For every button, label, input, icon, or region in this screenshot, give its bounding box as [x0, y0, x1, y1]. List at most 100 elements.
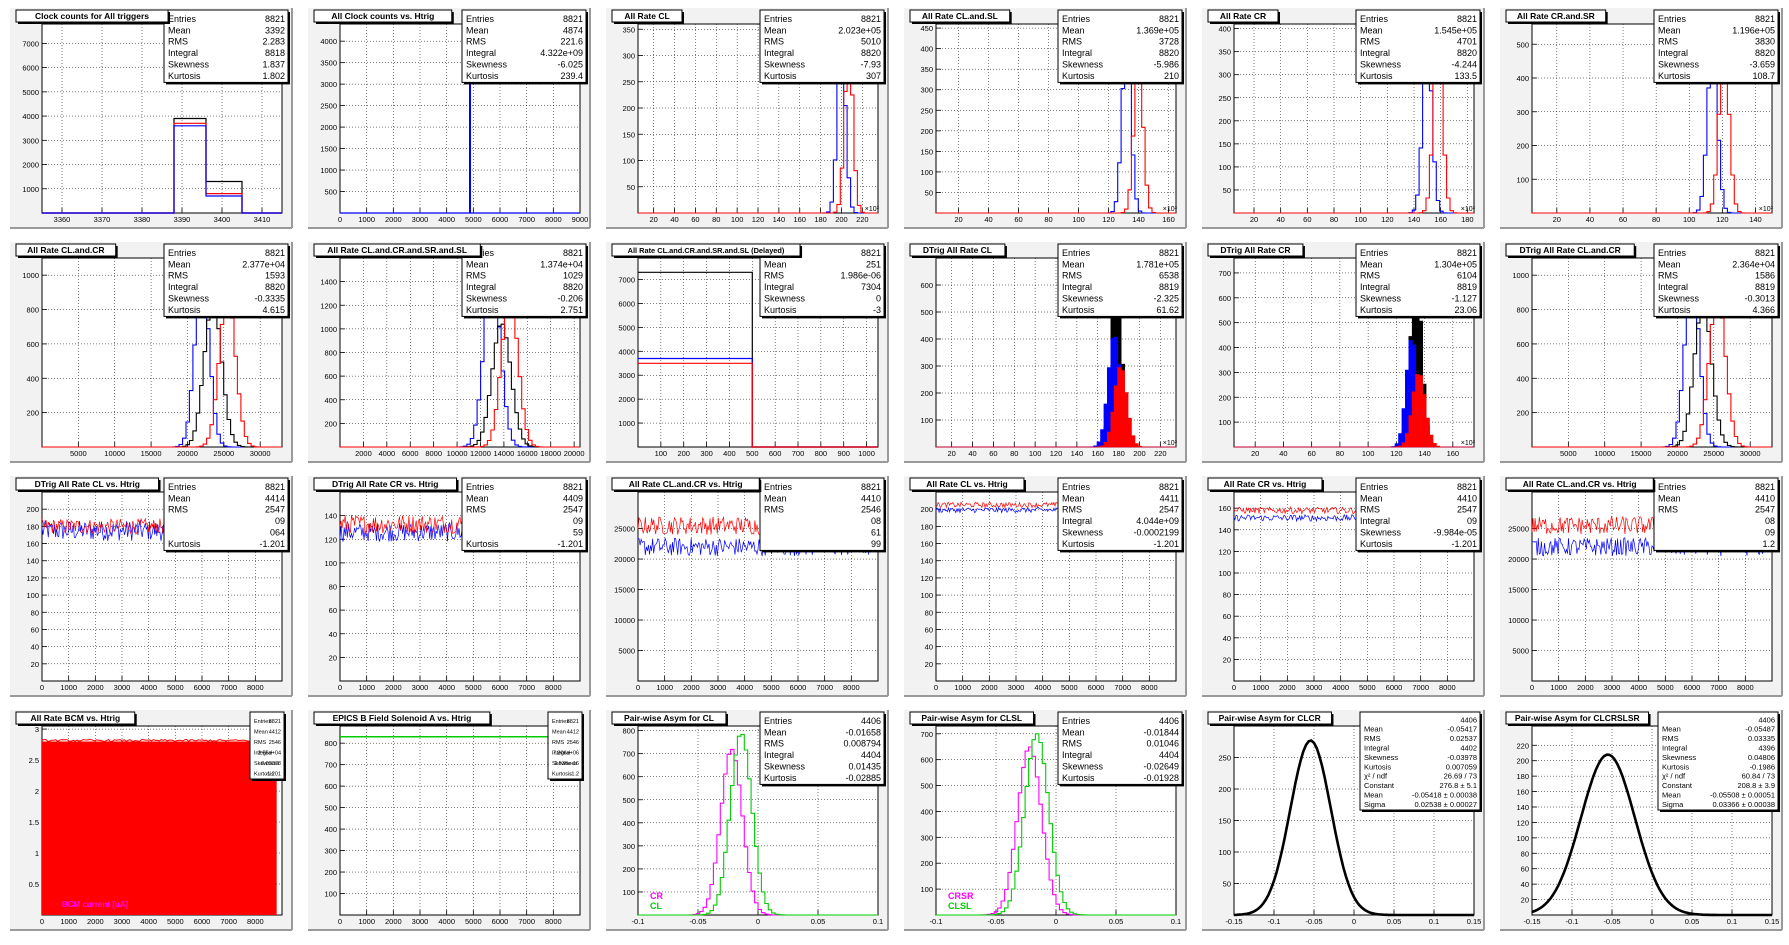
stats-label: Skewness	[764, 761, 806, 771]
stats-value: 4404	[861, 750, 881, 760]
y-tick-label: 2000	[320, 123, 337, 132]
y-tick-label: 400	[324, 825, 337, 834]
stats-label: Entries	[466, 14, 495, 24]
y-tick-label: 1000	[22, 185, 39, 194]
x-tick-label: 60	[989, 449, 997, 458]
y-tick-label: 600	[1218, 294, 1231, 303]
stats-value: 8821	[563, 248, 583, 258]
y-tick-label: 2	[35, 787, 39, 796]
stats-value: 99	[871, 539, 881, 549]
x-tick-label: 400	[723, 449, 736, 458]
stats-label: Constant	[1662, 781, 1693, 790]
stats-label: Integral	[1658, 48, 1688, 58]
x-tick-label: 2000	[385, 683, 402, 692]
x-tick-label: 0	[636, 683, 640, 692]
x-tick-label: 10000	[104, 449, 125, 458]
plot-pad: 20 40 60 80 100 120 140 160 180 200 220 50 100 150 200…	[606, 8, 889, 229]
stats-label: Entries	[1360, 248, 1389, 258]
y-tick-label: 100	[324, 890, 337, 899]
stats-value: 1.196e+05	[1732, 25, 1775, 35]
stats-value: 4404	[1159, 750, 1179, 760]
y-tick-label: 5000	[618, 323, 635, 332]
x-tick-label: -0.1	[930, 917, 943, 926]
plot-title: All Clock counts vs. Htrig	[331, 11, 434, 21]
y-tick-label: 200	[1516, 142, 1529, 151]
plot-title: All Rate CL.and.CR vs. Htrig	[1523, 479, 1637, 489]
stats-label: Integral	[1360, 516, 1390, 526]
x-tick-label: 5000	[465, 917, 482, 926]
x-tick-label: 3360	[54, 215, 71, 224]
x-tick-label: 80	[1652, 215, 1660, 224]
y-tick-label: 100	[920, 168, 933, 177]
x-tick-label: -0.1	[632, 917, 645, 926]
y-tick-label: 100	[920, 416, 933, 425]
stats-value: 1586	[1755, 271, 1775, 281]
y-tick-label: 220	[1516, 741, 1529, 750]
y-tick-label: 120	[26, 574, 39, 583]
stats-label: Mean	[1360, 259, 1383, 269]
y-tick-label: 50	[627, 183, 635, 192]
y-tick-label: 10000	[614, 616, 635, 625]
y-tick-label: 50	[925, 188, 933, 197]
stats-value: -3.659	[1749, 59, 1775, 69]
stats-label: Skewness	[466, 59, 508, 69]
y-tick-label: 150	[920, 147, 933, 156]
x-tick-label: 3000	[1008, 683, 1025, 692]
y-tick-label: 700	[324, 761, 337, 770]
stats-value: -0.05487	[1745, 725, 1775, 734]
y-tick-label: 700	[920, 730, 933, 739]
stats-value: 8821	[1159, 248, 1179, 258]
stats-value: 6104	[1457, 271, 1477, 281]
x-tick-label: 120	[1102, 215, 1115, 224]
x-tick-label: 2000	[385, 215, 402, 224]
y-tick-label: 1000	[320, 166, 337, 175]
stats-label: Skewness	[1360, 59, 1402, 69]
x-tick-label: 120	[1381, 215, 1394, 224]
x-tick-label: 12000	[470, 449, 491, 458]
y-tick-label: 160	[920, 540, 933, 549]
y-tick-label: 140	[920, 557, 933, 566]
y-tick-label: 0.5	[29, 880, 39, 889]
plot-pad: 0 1000 2000 3000 4000 5000 6000 7000 8000 9000 500…	[308, 8, 591, 229]
stats-label: Mean	[168, 25, 191, 35]
x-tick-label: 4000	[438, 917, 455, 926]
x-tick-label: 140	[773, 215, 786, 224]
stats-value: 4410	[1755, 493, 1775, 503]
y-tick-label: 500	[1516, 40, 1529, 49]
y-tick-label: 2000	[618, 395, 635, 404]
x-tick-label: 1000	[358, 683, 375, 692]
plot-title: DTrig All Rate CR	[1220, 245, 1290, 255]
stats-label: Kurtosis	[764, 305, 797, 315]
histogram-series	[340, 292, 580, 448]
stats-value: 239.4	[560, 71, 583, 81]
plot-title: All Rate BCM vs. Htrig	[30, 713, 120, 723]
stats-value: 8821	[1457, 14, 1477, 24]
stats-value: 8819	[1755, 282, 1775, 292]
stats-label: Skewness	[1360, 527, 1402, 537]
y-tick-label: 60	[329, 606, 337, 615]
stats-label: Integral	[1364, 744, 1389, 753]
stats-label: Kurtosis	[254, 772, 274, 778]
y-tick-label: 2500	[320, 102, 337, 111]
stats-label: RMS	[1364, 734, 1381, 743]
x-tick-label: 500	[746, 449, 759, 458]
stats-value: 133.5	[1454, 71, 1477, 81]
stats-label: RMS	[1658, 37, 1678, 47]
plot-pad: 0 1000 2000 3000 4000 5000 6000 7000 8000 20 40 60 8…	[308, 476, 591, 697]
stats-value: 59	[573, 527, 583, 537]
y-tick-label: 100	[1516, 834, 1529, 843]
stats-label: Mean	[1360, 25, 1383, 35]
y-tick-label: 25000	[1508, 525, 1529, 534]
stats-label: RMS	[466, 505, 486, 515]
stats-value: 2547	[1457, 505, 1477, 515]
stats-label: Mean	[1364, 791, 1383, 800]
title-box	[611, 9, 683, 23]
plot-pad: 0 1000 2000 3000 4000 5000 6000 7000 8000 5000 100…	[1500, 476, 1783, 697]
fit-curve	[1531, 753, 1772, 917]
y-tick-label: 100	[1516, 175, 1529, 184]
stats-label: Kurtosis	[1658, 305, 1691, 315]
plot-title: DTrig All Rate CL	[923, 245, 992, 255]
x-tick-label: 80	[1010, 449, 1018, 458]
stats-value: -0.05418 ± 0.00038	[1412, 791, 1477, 800]
